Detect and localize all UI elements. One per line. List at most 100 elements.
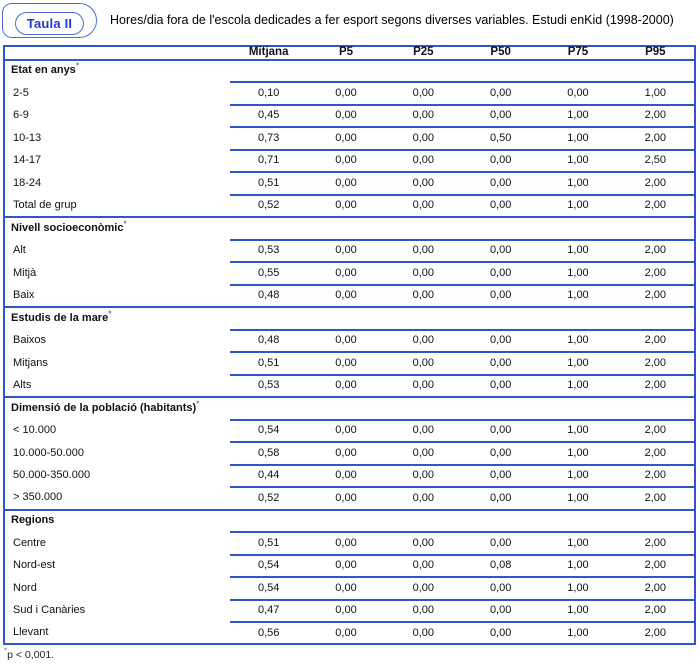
cell-value: 0,50 (461, 126, 540, 150)
cell-value: 0,53 (230, 238, 308, 262)
cell-value: 0,71 (230, 148, 308, 172)
cell-value: 0,00 (307, 126, 385, 150)
column-header: P95 (616, 46, 694, 61)
cell-value: 0,51 (230, 351, 308, 375)
table-row: 14-17 0,71 0,00 0,00 0,00 1,00 2,50 (5, 148, 694, 172)
cell-value: 0,00 (307, 418, 385, 442)
cell-value: 0,00 (461, 261, 540, 285)
row-label: 18-24 (13, 176, 42, 189)
cell-value: 1,00 (539, 441, 617, 465)
cell-value: 0,00 (384, 126, 462, 150)
row-label: 14-17 (13, 154, 42, 167)
table-row: Mitjans 0,51 0,00 0,00 0,00 1,00 2,00 (5, 351, 694, 375)
table-caption: Hores/dia fora de l'escola dedicades a f… (110, 13, 674, 27)
cell-value: 1,00 (539, 193, 617, 217)
cell-value: 1,00 (539, 171, 617, 195)
cell-value: 1,00 (539, 126, 617, 150)
cell-value: 0,00 (384, 576, 462, 600)
table-row: Centre 0,51 0,00 0,00 0,00 1,00 2,00 (5, 531, 694, 555)
table-frame: Mitjana P5 P25 P50 P75 P95 Etat en anys* 2-5 0,… (3, 45, 696, 645)
cell-value: 0,00 (307, 171, 385, 195)
cell-value: 2,00 (616, 373, 694, 397)
cell-value: 0,45 (230, 103, 308, 127)
table-row: Total de grup 0,52 0,00 0,00 0,00 1,00 2,00 (5, 193, 694, 217)
row-label: Mitjans (13, 356, 48, 369)
cell-value: 0,58 (230, 441, 308, 465)
cell-value: 0,00 (461, 441, 540, 465)
cell-value: 0,00 (307, 486, 385, 510)
cell-value: 1,00 (539, 103, 617, 127)
table-row: Alts 0,53 0,00 0,00 0,00 1,00 2,00 (5, 373, 694, 397)
cell-value: 2,00 (616, 238, 694, 262)
cell-value: 0,00 (461, 283, 540, 307)
cell-value: 0,00 (307, 598, 385, 622)
table-row: 10-13 0,73 0,00 0,00 0,50 1,00 2,00 (5, 126, 694, 150)
cell-value: 0,00 (384, 621, 462, 643)
cell-value: 0,54 (230, 553, 308, 577)
cell-value: 2,00 (616, 531, 694, 555)
table-row: Baixos 0,48 0,00 0,00 0,00 1,00 2,00 (5, 328, 694, 352)
cell-value: 1,00 (539, 418, 617, 442)
cell-value: 2,00 (616, 553, 694, 577)
cell-value: 0,00 (307, 553, 385, 577)
table-row: Mitjà 0,55 0,00 0,00 0,00 1,00 2,00 (5, 261, 694, 285)
cell-value: 0,00 (384, 283, 462, 307)
section-header-row: Regions (5, 508, 694, 532)
cell-value: 0,44 (230, 463, 308, 487)
cell-value: 1,00 (539, 238, 617, 262)
cell-value: 0,00 (384, 463, 462, 487)
cell-value: 0,00 (384, 328, 462, 352)
row-label: Llevant (13, 626, 49, 638)
cell-value: 0,54 (230, 418, 308, 442)
cell-value: 1,00 (539, 328, 617, 352)
table-row: Sud i Canàries 0,47 0,00 0,00 0,00 1,00 2,00 (5, 598, 694, 622)
cell-value: 0,00 (307, 441, 385, 465)
row-label: 50.000-350.000 (13, 469, 91, 482)
cell-value: 0,00 (384, 148, 462, 172)
row-label: Mitjà (13, 266, 37, 279)
table-body: Etat en anys* 2-5 0,10 0,00 0,00 0,00 0,00 1,00… (5, 58, 694, 643)
cell-value: 2,00 (616, 486, 694, 510)
row-label: Sud i Canàries (13, 604, 86, 617)
table-badge: Taula II (15, 12, 84, 35)
table-row: 6-9 0,45 0,00 0,00 0,00 1,00 2,00 (5, 103, 694, 127)
cell-value: 0,51 (230, 531, 308, 555)
cell-value: 2,00 (616, 576, 694, 600)
cell-value: 0,00 (307, 238, 385, 262)
cell-value: 0,00 (461, 598, 540, 622)
cell-value: 0,00 (384, 486, 462, 510)
section-header: Etat en anys* (5, 58, 694, 82)
cell-value: 0,52 (230, 486, 308, 510)
cell-value: 0,73 (230, 126, 308, 150)
row-label: 2-5 (13, 86, 29, 99)
cell-value: 2,00 (616, 351, 694, 375)
row-label: < 10.000 (13, 424, 57, 437)
table-row: 10.000-50.000 0,58 0,00 0,00 0,00 1,00 2,00 (5, 441, 694, 465)
cell-value: 2,00 (616, 103, 694, 127)
cell-value: 1,00 (539, 576, 617, 600)
cell-value: 0,51 (230, 171, 308, 195)
cell-value: 1,00 (539, 261, 617, 285)
cell-value: 0,00 (461, 81, 540, 105)
cell-value: 0,00 (307, 148, 385, 172)
section-header: Nivell socioeconòmic* (5, 216, 694, 240)
cell-value: 0,00 (461, 148, 540, 172)
cell-value: 0,55 (230, 261, 308, 285)
cell-value: 0,00 (461, 193, 540, 217)
section-header-row: Etat en anys* (5, 58, 694, 82)
cell-value: 2,00 (616, 171, 694, 195)
cell-value: 0,00 (461, 576, 540, 600)
cell-value: 0,00 (307, 531, 385, 555)
cell-value: 2,00 (616, 418, 694, 442)
cell-value: 0,56 (230, 621, 308, 643)
cell-value: 0,00 (307, 576, 385, 600)
cell-value: 0,00 (384, 171, 462, 195)
cell-value: 1,00 (539, 351, 617, 375)
row-label: Baix (13, 288, 35, 301)
section-header: Regions (5, 508, 694, 532)
row-label: > 350.000 (13, 491, 63, 504)
data-table: Mitjana P5 P25 P50 P75 P95 Etat en anys* 2-5 0,… (5, 46, 694, 643)
cell-value: 0,00 (307, 81, 385, 105)
cell-value: 0,00 (307, 103, 385, 127)
cell-value: 0,00 (384, 81, 462, 105)
